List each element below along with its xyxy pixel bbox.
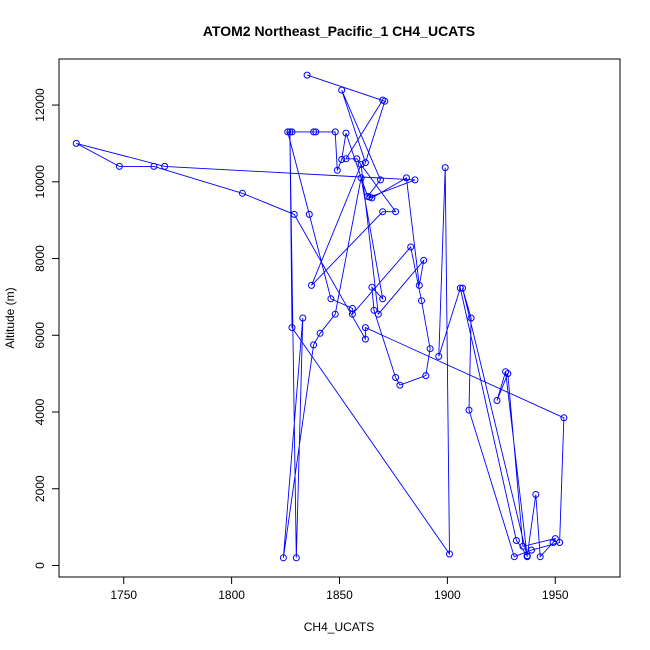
data-point (435, 352, 443, 360)
data-point (342, 155, 350, 163)
x-axis: 1750 1800 1850 1900 1950 (110, 576, 569, 602)
data-point (312, 128, 320, 136)
data-point (523, 553, 531, 561)
data-point (426, 345, 434, 353)
data-point (348, 310, 356, 318)
y-tick-label: 12000 (33, 88, 47, 122)
data-point (392, 374, 400, 381)
y-tick-label: 4000 (33, 398, 47, 425)
data-point (310, 128, 318, 136)
chart-title: ATOM2 Northeast_Pacific_1 CH4_UCATS (203, 23, 475, 39)
y-tick-label: 0 (33, 562, 47, 569)
data-point (502, 368, 510, 376)
x-tick-label: 1850 (326, 588, 353, 602)
data-point (532, 491, 540, 498)
y-tick-label: 8000 (33, 245, 47, 272)
data-point (161, 162, 169, 170)
data-point (402, 174, 410, 182)
data-point (290, 210, 298, 218)
data-point (288, 128, 296, 136)
data-point (467, 314, 475, 322)
data-point (353, 155, 361, 163)
data-point (303, 71, 311, 79)
data-point (493, 397, 501, 404)
data-point (368, 283, 376, 291)
data-point (338, 156, 346, 163)
data-point (361, 324, 369, 332)
data-point (536, 553, 544, 561)
data-point (310, 341, 318, 349)
y-axis-label: Altitude (m) (3, 287, 17, 348)
data-point (279, 554, 287, 562)
x-axis-label: CH4_UCATS (304, 620, 374, 634)
data-point (377, 176, 384, 184)
data-point (407, 243, 415, 251)
data-point (441, 164, 449, 172)
data-point (459, 284, 466, 292)
data-point (308, 281, 315, 289)
data-point (422, 372, 430, 380)
data-point (338, 86, 346, 94)
y-tick-label: 2000 (33, 475, 47, 502)
data-point (238, 189, 246, 197)
data-point (512, 537, 520, 544)
data-point (357, 174, 365, 182)
y-tick-label: 10000 (33, 165, 47, 199)
data-point (379, 208, 387, 216)
x-tick-label: 1950 (542, 588, 569, 602)
data-point (465, 406, 473, 414)
data-point (316, 329, 324, 337)
data-point (288, 324, 296, 332)
data-point (374, 310, 382, 318)
data-point (519, 542, 527, 550)
data-point (456, 284, 464, 292)
data-point (418, 297, 425, 305)
x-tick-label: 1800 (218, 588, 245, 602)
data-point (411, 176, 419, 184)
data-point (415, 281, 423, 289)
data-point (115, 162, 123, 170)
data-point (286, 128, 294, 136)
data-point (333, 166, 341, 174)
data-point (528, 546, 535, 554)
data-point (361, 159, 369, 167)
data-point (504, 370, 512, 378)
data-point (331, 128, 339, 136)
data-point (392, 208, 400, 216)
data-point (331, 310, 339, 318)
data-point (72, 139, 80, 147)
data-point (551, 535, 559, 543)
data-point (342, 129, 350, 137)
data-point (370, 306, 378, 314)
series-line (76, 74, 565, 558)
data-point (327, 295, 335, 303)
data-point (510, 553, 518, 561)
x-tick-label: 1750 (110, 588, 137, 602)
data-point (305, 210, 313, 218)
data-point (150, 162, 158, 170)
y-tick-label: 6000 (33, 322, 47, 349)
x-tick-label: 1900 (434, 588, 461, 602)
data-point (357, 161, 365, 168)
data-point (556, 539, 564, 546)
data-point (292, 554, 300, 562)
plot-area (72, 71, 568, 562)
data-point (361, 335, 369, 343)
data-point (284, 128, 292, 136)
y-axis: 0 2000 4000 6000 8000 10000 12000 (33, 88, 60, 569)
data-point (368, 194, 376, 202)
data-point (299, 314, 307, 322)
data-point (379, 295, 387, 303)
data-point (420, 256, 428, 264)
data-point (379, 96, 387, 104)
data-point (446, 550, 453, 558)
data-point (560, 414, 568, 422)
data-point (396, 381, 404, 389)
